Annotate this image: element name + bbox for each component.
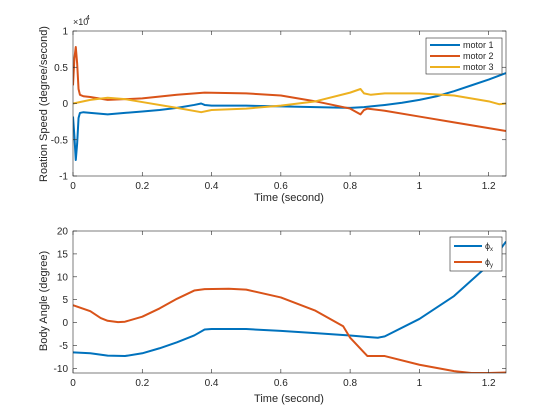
body-angle-y-axis-label: Body Angle (degree) xyxy=(38,251,50,351)
body-angle-y-tick-label: 20 xyxy=(57,227,69,238)
motor-speed-x-tick-label: 0 xyxy=(70,181,76,192)
motor-speed-x-tick-label: 0.2 xyxy=(135,181,149,192)
motor-speed-x-axis-label: Time (second) xyxy=(254,192,324,204)
motor-speed-x-tick-label: 1.2 xyxy=(482,181,496,192)
legend-phi-y-subscript: y xyxy=(490,263,493,269)
legend-label-phi-y: ϕy xyxy=(485,257,493,269)
body-angle-x-axis-label: Time (second) xyxy=(254,393,324,405)
body-angle-x-tick-label: 1.2 xyxy=(482,378,496,389)
motor-speed-series-3-line xyxy=(73,88,506,114)
body-angle-y-tick-label: 0 xyxy=(62,318,68,329)
motor-speed-y-tick-label: 0.5 xyxy=(54,63,68,74)
legend-phi-x-subscript: x xyxy=(490,247,493,253)
legend-phi-y-symbol: ϕ xyxy=(485,257,490,267)
body-angle-x-tick-label: 0.2 xyxy=(135,378,149,389)
body-angle-y-tick-label: -10 xyxy=(54,364,69,375)
body-angle-series-2-line xyxy=(73,287,506,373)
motor-speed-y-axis-label: Roation Speed (degree/second) xyxy=(38,26,50,182)
motor-speed-x-tick-label: 0.8 xyxy=(343,181,357,192)
body-angle-y-tick-label: 15 xyxy=(57,249,69,260)
body-angle-x-tick-label: 0.8 xyxy=(343,378,357,389)
motor-speed-series-2-line xyxy=(73,45,506,133)
motor-speed-legend: motor 1 motor 2 motor 3 xyxy=(425,37,503,75)
body-angle-legend: ϕx ϕy xyxy=(449,236,503,272)
motor-speed-x-tick-label: 0.6 xyxy=(274,181,288,192)
body-angle-axes-box xyxy=(72,230,507,374)
motor-speed-x-tick-label: 1 xyxy=(417,181,423,192)
motor-speed-series-1-line xyxy=(73,72,506,162)
legend-label-phi-x: ϕx xyxy=(485,241,493,253)
legend-label-motor-2: motor 2 xyxy=(463,51,494,61)
motor-speed-exponent-power: 4 xyxy=(86,15,90,22)
body-angle-plot-area: 0 0.2 0.4 0.6 0.8 1 1.2 -10 -5 0 5 10 15 20 xyxy=(54,227,507,389)
motor-speed-y-tick-label: -1 xyxy=(59,172,68,183)
body-angle-series-1-line xyxy=(73,240,506,358)
body-angle-x-tick-label: 0 xyxy=(70,378,76,389)
motor-speed-plot-area: 0 0.2 0.4 0.6 0.8 1 1.2 -1 -0.5 0 0.5 1 xyxy=(51,27,507,192)
body-angle-x-tick-label: 0.6 xyxy=(274,378,288,389)
motor-speed-x-tick-label: 0.4 xyxy=(205,181,219,192)
body-angle-y-tick-label: 5 xyxy=(62,295,68,306)
legend-label-motor-3: motor 3 xyxy=(463,62,494,72)
motor-speed-exponent-base: ×10 xyxy=(73,17,88,27)
body-angle-y-tick-label: 10 xyxy=(57,272,69,283)
motor-speed-y-tick-label: -0.5 xyxy=(51,135,69,146)
motor-speed-plot: 0 0.2 0.4 0.6 0.8 1 1.2 -1 -0.5 0 0.5 1 ×10 4 Time … xyxy=(38,15,507,204)
body-angle-legend-box xyxy=(449,236,503,272)
body-angle-x-tick-label: 1 xyxy=(417,378,423,389)
motor-speed-y-tick-label: 1 xyxy=(62,27,68,38)
legend-label-motor-1: motor 1 xyxy=(463,40,494,50)
body-angle-x-tick-label: 0.4 xyxy=(205,378,219,389)
motor-speed-y-tick-label: 0 xyxy=(62,99,68,110)
legend-phi-x-symbol: ϕ xyxy=(485,241,490,251)
body-angle-y-tick-label: -5 xyxy=(59,341,68,352)
body-angle-plot: 0 0.2 0.4 0.6 0.8 1 1.2 -10 -5 0 5 10 15 20 Time (sec… xyxy=(38,227,507,405)
